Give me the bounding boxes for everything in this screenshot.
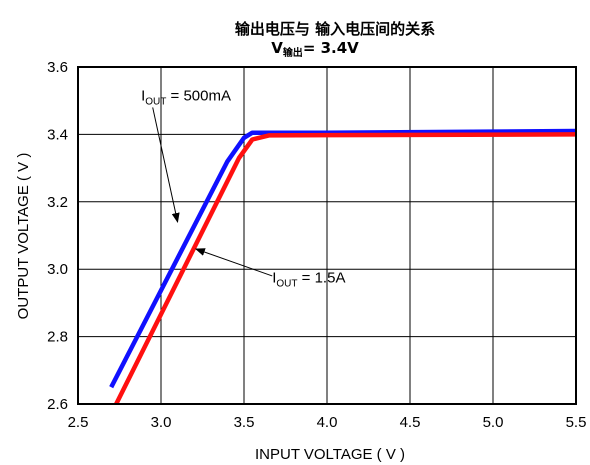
subtitle-suffix: = 3.4V — [303, 39, 359, 57]
subtitle-prefix: V — [271, 39, 283, 57]
chart-title: 输出电压与 输入电压间的关系 — [235, 20, 435, 38]
y-tick-label: 3.6 — [47, 59, 68, 76]
x-tick-label: 5.5 — [566, 414, 587, 431]
y-tick-label: 3.0 — [47, 261, 68, 278]
y-tick-label: 3.2 — [47, 194, 68, 211]
y-tick-label: 2.6 — [47, 396, 68, 413]
annotation-label-sub: OUT — [276, 279, 297, 290]
y-tick-label: 3.4 — [47, 126, 68, 143]
annotation-label: IOUT = 500mA — [141, 88, 231, 108]
x-tick-label: 3.0 — [151, 414, 172, 431]
subtitle-subscript: 输出 — [283, 46, 303, 59]
x-tick-label: 4.0 — [317, 414, 338, 431]
annotation-label-base: I — [141, 88, 145, 105]
x-axis-label: INPUT VOLTAGE ( V ) — [255, 446, 405, 463]
annotation-arrow — [152, 107, 180, 223]
series-lines — [109, 128, 577, 406]
annotation-arrow — [194, 248, 273, 277]
x-tick-label: 3.5 — [234, 414, 255, 431]
chart-subtitle: V输出= 3.4V — [271, 39, 359, 59]
annotation-label: IOUT = 1.5A — [272, 270, 345, 290]
x-tick-label: 2.5 — [68, 414, 89, 431]
annotation-label-base: I — [272, 270, 276, 287]
x-tick-label: 5.0 — [483, 414, 504, 431]
annotation-label-sub: OUT — [145, 97, 166, 108]
x-tick-label: 4.5 — [400, 414, 421, 431]
grid — [78, 67, 576, 404]
y-tick-label: 2.8 — [47, 329, 68, 346]
series-line-500ma — [109, 128, 577, 389]
annotation-label-text: = 1.5A — [298, 270, 346, 287]
annotation-label-text: = 500mA — [166, 88, 231, 105]
y-tick-labels: 2.6 2.8 3.0 3.2 3.4 3.6 — [47, 59, 68, 413]
x-tick-labels: 2.5 3.0 3.5 4.0 4.5 5.0 5.5 — [68, 414, 587, 431]
series-line-1.5a — [114, 132, 577, 406]
plot-border — [77, 66, 577, 405]
y-axis-label: OUTPUT VOLTAGE ( V ) — [15, 153, 32, 320]
